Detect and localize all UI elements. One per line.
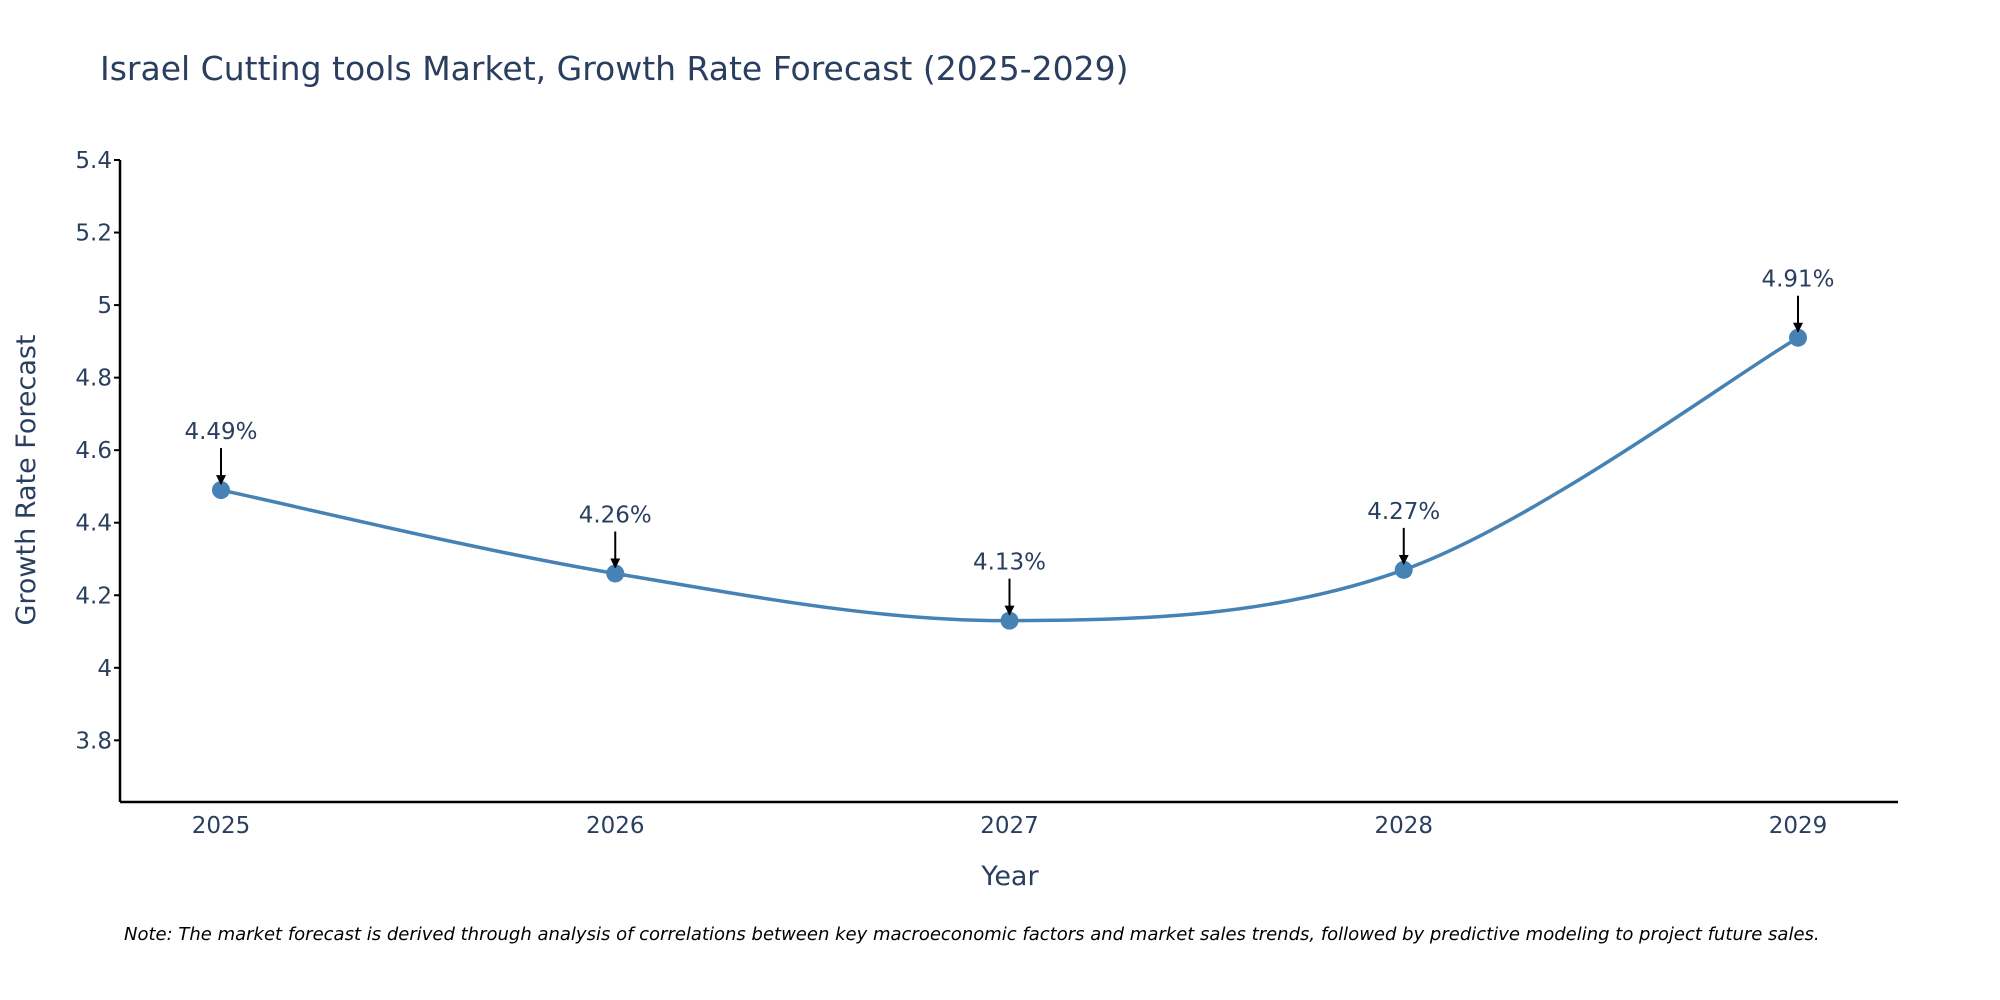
x-axis-title: Year xyxy=(980,861,1039,892)
y-tick-label: 3.8 xyxy=(75,728,112,754)
y-tick-label: 5 xyxy=(97,293,112,319)
data-point xyxy=(1394,560,1413,579)
y-axis: 3.8 4 4.2 4.4 4.6 4.8 5 5.2 5.4 xyxy=(75,148,122,802)
data-label: 4.27% xyxy=(1367,499,1440,525)
data-label: 4.26% xyxy=(579,502,652,528)
x-tick-label: 2025 xyxy=(192,813,251,839)
x-tick-label: 2028 xyxy=(1374,813,1433,839)
data-label: 4.49% xyxy=(184,419,257,445)
y-tick-label: 4 xyxy=(97,656,112,682)
data-label: 4.91% xyxy=(1761,267,1834,293)
data-label: 4.13% xyxy=(973,550,1046,576)
chart-note: Note: The market forecast is derived thr… xyxy=(124,924,1820,945)
series-growth-rate xyxy=(212,328,1807,630)
y-tick-label: 4.4 xyxy=(75,511,112,537)
data-annotations: 4.49% 4.26% 4.13% 4.27% 4.91% xyxy=(184,267,1835,616)
y-tick-label: 4.2 xyxy=(75,583,112,609)
chart-title: Israel Cutting tools Market, Growth Rate… xyxy=(100,49,1128,88)
y-tick-label: 4.6 xyxy=(75,438,112,464)
data-point xyxy=(212,481,230,500)
y-tick-label: 4.8 xyxy=(75,366,112,392)
data-point xyxy=(1000,611,1019,630)
x-axis: 2025 2026 2027 2028 2029 xyxy=(120,800,1898,839)
data-point xyxy=(606,564,625,583)
y-tick-label: 5.4 xyxy=(75,148,112,174)
data-point xyxy=(1789,328,1807,347)
y-axis-title: Growth Rate Forecast xyxy=(11,334,42,625)
y-tick-label: 5.2 xyxy=(75,221,112,247)
x-tick-label: 2029 xyxy=(1769,813,1828,839)
x-tick-label: 2027 xyxy=(980,813,1039,839)
x-tick-label: 2026 xyxy=(586,813,645,839)
series-line xyxy=(220,336,1799,623)
